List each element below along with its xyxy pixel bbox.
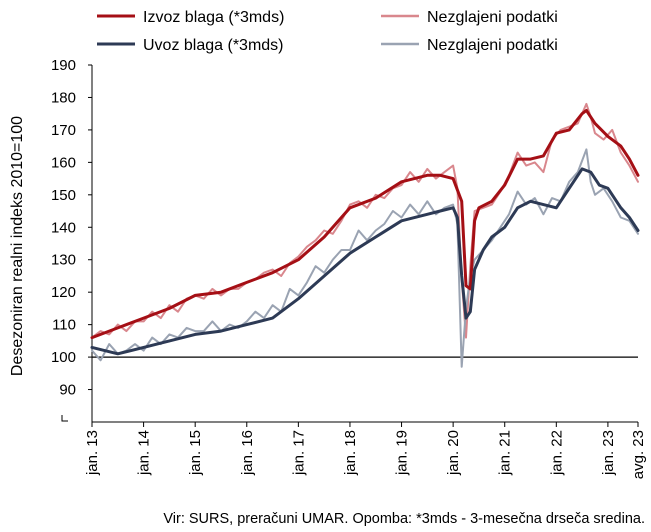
legend-label: Izvoz blaga (*3mds) bbox=[143, 9, 284, 26]
y-tick-label: 180 bbox=[51, 89, 76, 106]
x-tick-label: jan. 22 bbox=[548, 430, 565, 476]
series-line-0 bbox=[90, 108, 640, 340]
y-tick-label: 100 bbox=[51, 349, 76, 366]
axis-break-mark bbox=[61, 415, 68, 422]
legend-label: Nezglajeni podatki bbox=[427, 9, 558, 26]
y-tick-label: 110 bbox=[52, 317, 76, 334]
y-tick-label: 120 bbox=[51, 284, 76, 301]
x-tick-label: jan. 23 bbox=[600, 430, 617, 476]
x-tick-label: jan. 14 bbox=[136, 430, 153, 476]
legend: Izvoz blaga (*3mds) Nezglajeni podatki Uvo… bbox=[97, 9, 558, 54]
tick-labels: 90 100 110 120 130 140 150 160 170 180 190 jan. 13 j… bbox=[51, 57, 647, 479]
x-tick-label: jan. 16 bbox=[239, 430, 256, 476]
y-tick-label: 150 bbox=[51, 187, 76, 204]
source-note: Vir: SURS, preračuni UMAR. Opomba: *3mds… bbox=[163, 511, 645, 527]
x-tick-label: jan. 17 bbox=[290, 430, 307, 476]
x-tick-label: jan. 19 bbox=[394, 430, 411, 476]
y-tick-label: 170 bbox=[51, 122, 76, 139]
x-tick-label: jan. 20 bbox=[445, 430, 462, 476]
y-axis-title: Desezoniran realni indeks 2010=100 bbox=[9, 116, 26, 376]
plot-axes bbox=[61, 64, 639, 427]
series-line-2 bbox=[90, 167, 640, 356]
legend-label: Nezglajeni podatki bbox=[427, 37, 558, 54]
y-tick-label: 140 bbox=[51, 219, 76, 236]
y-tick-label: 160 bbox=[51, 154, 76, 171]
y-tick-label: 190 bbox=[51, 57, 76, 74]
x-tick-label: jan. 13 bbox=[84, 430, 101, 476]
x-tick-label: jan. 18 bbox=[342, 430, 359, 476]
x-tick-label: jan. 21 bbox=[497, 430, 514, 476]
series-line-3 bbox=[91, 148, 639, 368]
x-tick-label: jan. 15 bbox=[187, 430, 204, 476]
y-tick-label: 90 bbox=[59, 382, 76, 399]
y-tick-label: 130 bbox=[51, 252, 76, 269]
x-tick-label: avg. 23 bbox=[630, 430, 647, 479]
series-line-1 bbox=[91, 102, 639, 339]
legend-label: Uvoz blaga (*3mds) bbox=[143, 37, 284, 54]
series-group bbox=[90, 102, 640, 368]
